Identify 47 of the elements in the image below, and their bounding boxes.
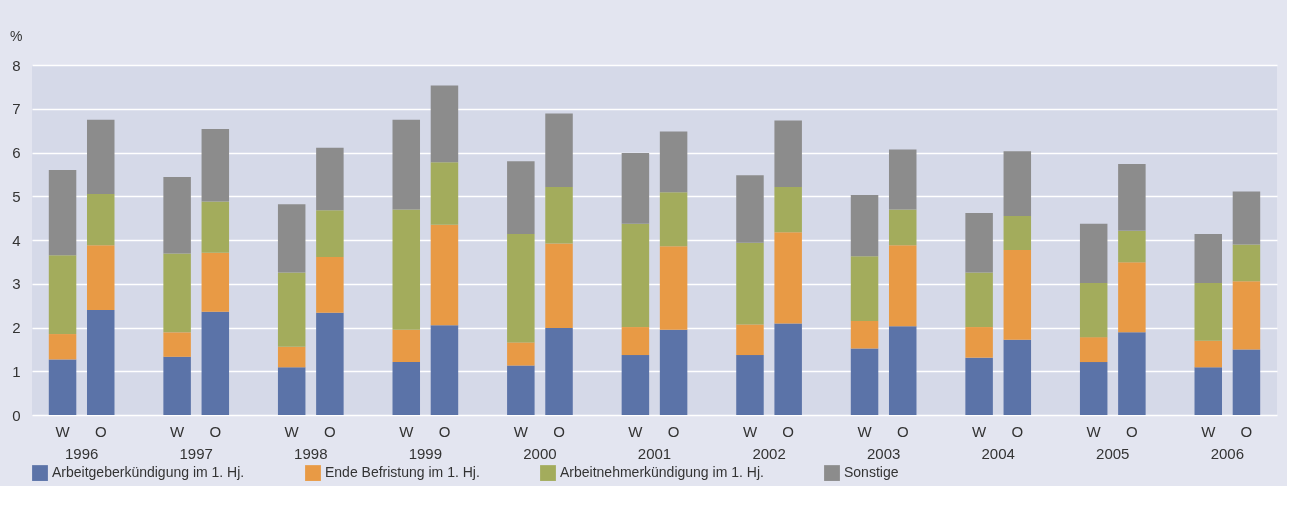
x-tick-label: O — [896, 423, 909, 440]
x-tick-label: O — [209, 423, 222, 440]
x-tick-label: W — [1201, 423, 1217, 440]
y-tick-label: 5 — [12, 187, 21, 205]
y-tick-label: 2 — [12, 319, 21, 336]
x-tick-label: O — [1126, 423, 1138, 440]
x-tick-label: O — [1011, 423, 1024, 440]
text: 2001 — [637, 445, 672, 462]
text: 2000 — [523, 445, 557, 462]
legend-label: Arbeitgeberkündigung im 1. Hj. — [52, 464, 245, 481]
text: 2004 — [981, 445, 1015, 462]
text: 2002 — [752, 445, 786, 462]
x-tick-label: W — [1086, 423, 1102, 440]
text: 1996 — [64, 445, 99, 462]
x-tick-label: O — [667, 423, 680, 440]
legend-label: Ende Befristung im 1. Hj. — [325, 464, 480, 481]
x-tick-label: W — [55, 423, 71, 440]
x-tick-label: O — [553, 423, 565, 440]
x-tick-label: W — [628, 423, 644, 440]
y-tick-label: 3 — [12, 275, 21, 293]
x-tick-label: O — [782, 423, 794, 440]
y-axis-title: % — [10, 28, 23, 44]
text: 1999 — [408, 445, 443, 462]
y-tick-label: 0 — [12, 406, 21, 424]
x-tick-label: O — [324, 423, 336, 440]
text: 2006 — [1210, 445, 1245, 462]
text: 1997 — [179, 445, 213, 462]
x-tick-label: W — [972, 423, 988, 440]
x-tick-label: O — [1240, 423, 1253, 440]
x-tick-label: O — [438, 423, 451, 440]
x-tick-label: O — [94, 423, 107, 440]
y-tick-label: 1 — [12, 362, 21, 380]
y-tick-label: 7 — [12, 100, 21, 118]
x-tick-label: W — [513, 423, 529, 440]
text: 2003 — [866, 445, 901, 462]
legend-label: Arbeitnehmerkündigung im 1. Hj. — [560, 464, 764, 481]
x-tick-label: W — [170, 423, 186, 440]
legend-label: Sonstige — [844, 464, 899, 481]
x-tick-label: W — [399, 423, 415, 440]
x-tick-label: W — [742, 423, 758, 440]
text: 2005 — [1096, 445, 1130, 462]
y-tick-label: 8 — [12, 56, 21, 74]
x-tick-label: W — [857, 423, 873, 440]
y-tick-label: 4 — [12, 231, 21, 249]
y-tick-label: 6 — [12, 144, 21, 161]
text: 1998 — [294, 445, 328, 462]
x-tick-label: W — [284, 423, 300, 440]
